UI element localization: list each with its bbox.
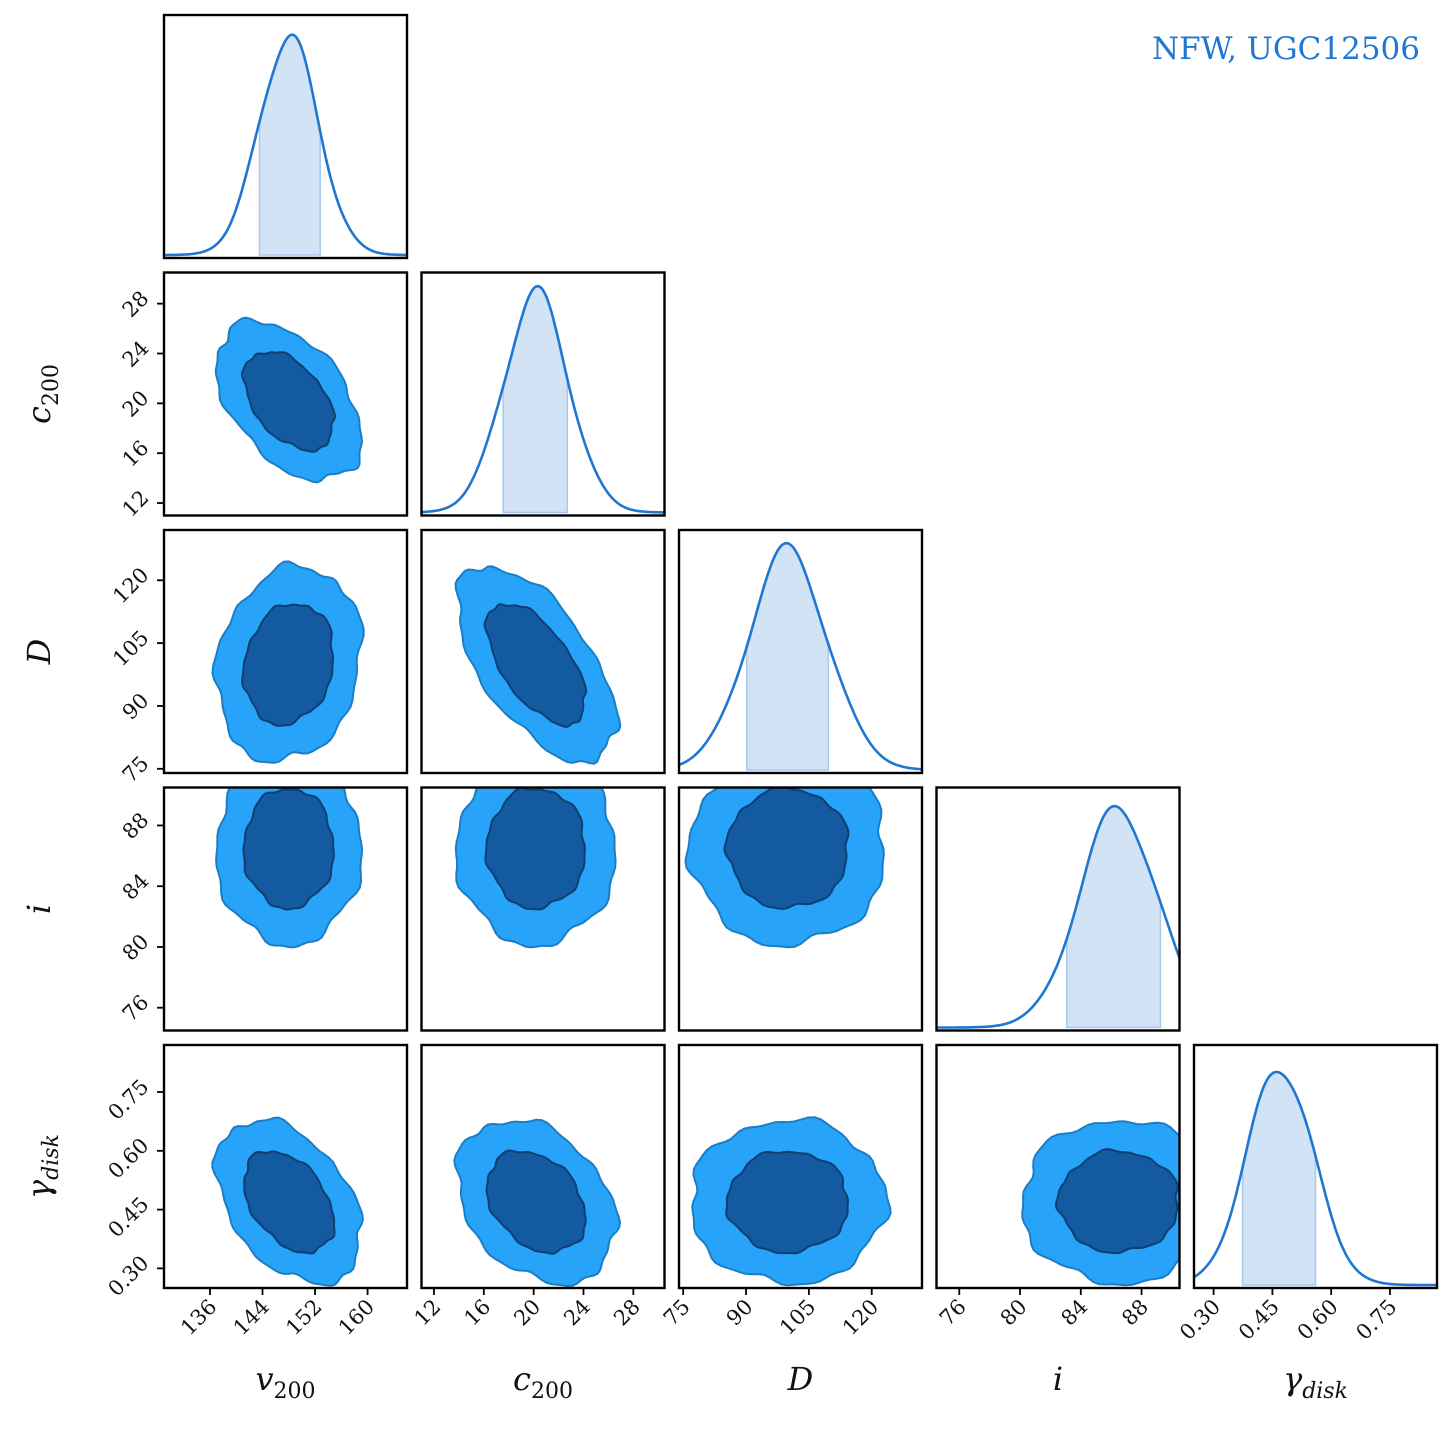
x-tick-label-c200: 24	[559, 1295, 595, 1331]
x-tick-label-c200: 20	[509, 1295, 545, 1331]
x-axis-label-i: i	[1053, 1360, 1063, 1398]
panel-frame	[162, 528, 409, 775]
contour-inner-gamma_disk-i	[1054, 1148, 1179, 1255]
panel-frame	[420, 1043, 666, 1290]
x-tick-label-gamma_disk: 0.45	[1234, 1295, 1284, 1345]
y-tick-label-i: 88	[118, 808, 154, 844]
y-axis-label-i: i	[20, 904, 58, 914]
contour-inner-gamma_disk-c200	[485, 1149, 587, 1255]
panel-frame	[162, 1043, 409, 1290]
credible-interval-i	[1065, 805, 1162, 1029]
credible-interval-c200	[502, 285, 569, 514]
panel-frame	[935, 786, 1181, 1032]
x-tick-label-v200: 144	[229, 1295, 274, 1340]
panel-c200-v200: 12 16 20 24 28	[118, 271, 409, 522]
panel-frame	[162, 13, 409, 260]
x-tick-label-i: 76	[935, 1295, 971, 1331]
y-tick-label-c200: 24	[118, 336, 154, 372]
y-tick-label-gamma_disk: 0.45	[103, 1192, 153, 1242]
contour-inner-D-v200	[240, 603, 335, 727]
y-tick-label-i: 84	[118, 869, 154, 905]
panel-i-i	[935, 786, 1181, 1032]
contour-inner-gamma_disk-v200	[243, 1150, 336, 1255]
y-tick-label-c200: 28	[118, 286, 154, 322]
credible-interval-D	[745, 542, 830, 771]
panel-gamma_disk-c200: 12 16 20 24 28	[410, 1043, 666, 1331]
contour-inner-gamma_disk-D	[725, 1150, 849, 1255]
y-tick-label-D: 90	[118, 689, 154, 725]
chart-title: NFW, UGC12506	[1152, 31, 1420, 67]
panel-frame	[420, 528, 666, 775]
credible-interval-gamma_disk	[1241, 1071, 1317, 1286]
y-tick-label-gamma_disk: 0.60	[103, 1133, 153, 1183]
x-tick-label-D: 75	[659, 1295, 695, 1331]
density-curve-i	[936, 804, 1180, 1029]
panel-frame	[677, 786, 924, 1032]
contour-inner-c200-v200	[240, 351, 336, 453]
density-curve-gamma_disk	[1194, 1070, 1437, 1287]
y-tick-label-i: 80	[118, 930, 154, 966]
panel-frame	[677, 1043, 924, 1290]
x-tick-label-c200: 16	[459, 1295, 495, 1331]
x-tick-label-i: 84	[1056, 1295, 1092, 1331]
y-axis-label-c200: c200	[20, 364, 64, 424]
contour-inner-i-c200	[484, 787, 586, 911]
panel-i-c200	[420, 786, 666, 1032]
density-curve-D	[679, 541, 922, 771]
y-tick-label-gamma_disk: 0.30	[103, 1251, 153, 1301]
y-tick-label-c200: 20	[118, 386, 154, 422]
x-tick-label-gamma_disk: 0.60	[1293, 1295, 1343, 1345]
panel-frame	[1192, 1043, 1439, 1290]
x-tick-label-v200: 136	[176, 1295, 221, 1340]
y-tick-label-c200: 16	[118, 436, 154, 472]
x-tick-label-i: 80	[996, 1295, 1032, 1331]
panel-i-v200: 76 80 84 88	[118, 786, 409, 1032]
x-tick-label-D: 105	[775, 1295, 820, 1340]
x-axis-label-v200: v200	[255, 1360, 315, 1404]
x-tick-label-gamma_disk: 0.75	[1351, 1295, 1401, 1345]
x-axis-label-gamma_disk: γdisk	[1283, 1360, 1348, 1404]
panel-frame	[162, 786, 409, 1032]
panel-frame	[162, 271, 409, 517]
panel-frame	[677, 528, 924, 775]
y-tick-label-D: 105	[108, 626, 153, 671]
panel-c200-c200	[420, 271, 666, 517]
panel-D-c200	[420, 528, 666, 775]
x-axis-label-c200: c200	[513, 1360, 573, 1404]
x-tick-label-D: 120	[838, 1295, 883, 1340]
panel-D-v200: 75 90 105 120	[108, 528, 409, 787]
x-tick-label-gamma_disk: 0.30	[1175, 1295, 1225, 1345]
x-tick-label-v200: 160	[334, 1295, 379, 1340]
y-tick-label-c200: 12	[118, 486, 154, 522]
panel-gamma_disk-D: 75 90 105 120	[659, 1043, 924, 1340]
credible-interval-v200	[258, 33, 321, 256]
panel-frame	[935, 1043, 1181, 1290]
y-tick-label-gamma_disk: 0.75	[103, 1075, 153, 1125]
x-tick-label-i: 88	[1117, 1295, 1153, 1331]
y-axis-label-D: D	[20, 639, 58, 666]
x-tick-label-D: 90	[722, 1295, 758, 1331]
panel-i-D	[677, 786, 924, 1032]
x-axis-label-D: D	[787, 1360, 814, 1398]
panel-v200-v200	[162, 13, 409, 260]
contour-inner-i-v200	[242, 788, 335, 911]
density-curve-v200	[164, 33, 407, 257]
y-tick-label-D: 75	[118, 751, 154, 787]
panel-gamma_disk-gamma_disk: 0.30 0.45 0.60 0.75	[1175, 1043, 1439, 1345]
panel-D-D	[677, 528, 924, 775]
panel-frame	[420, 786, 666, 1032]
contour-inner-D-c200	[483, 603, 588, 728]
y-tick-label-D: 120	[108, 563, 153, 608]
x-tick-label-c200: 28	[609, 1295, 645, 1331]
panel-gamma_disk-v200: 136 144 152 160 0.30 0.45 0.60 0.75	[103, 1043, 409, 1340]
panel-frame	[420, 271, 666, 517]
density-curve-c200	[421, 284, 665, 514]
y-axis-label-gamma_disk: γdisk	[20, 1134, 64, 1199]
contour-inner-i-D	[723, 787, 850, 910]
panel-gamma_disk-i: 76 80 84 88	[935, 1043, 1181, 1331]
x-tick-label-v200: 152	[281, 1295, 326, 1340]
x-tick-label-c200: 12	[410, 1295, 446, 1331]
y-tick-label-i: 76	[118, 990, 154, 1026]
